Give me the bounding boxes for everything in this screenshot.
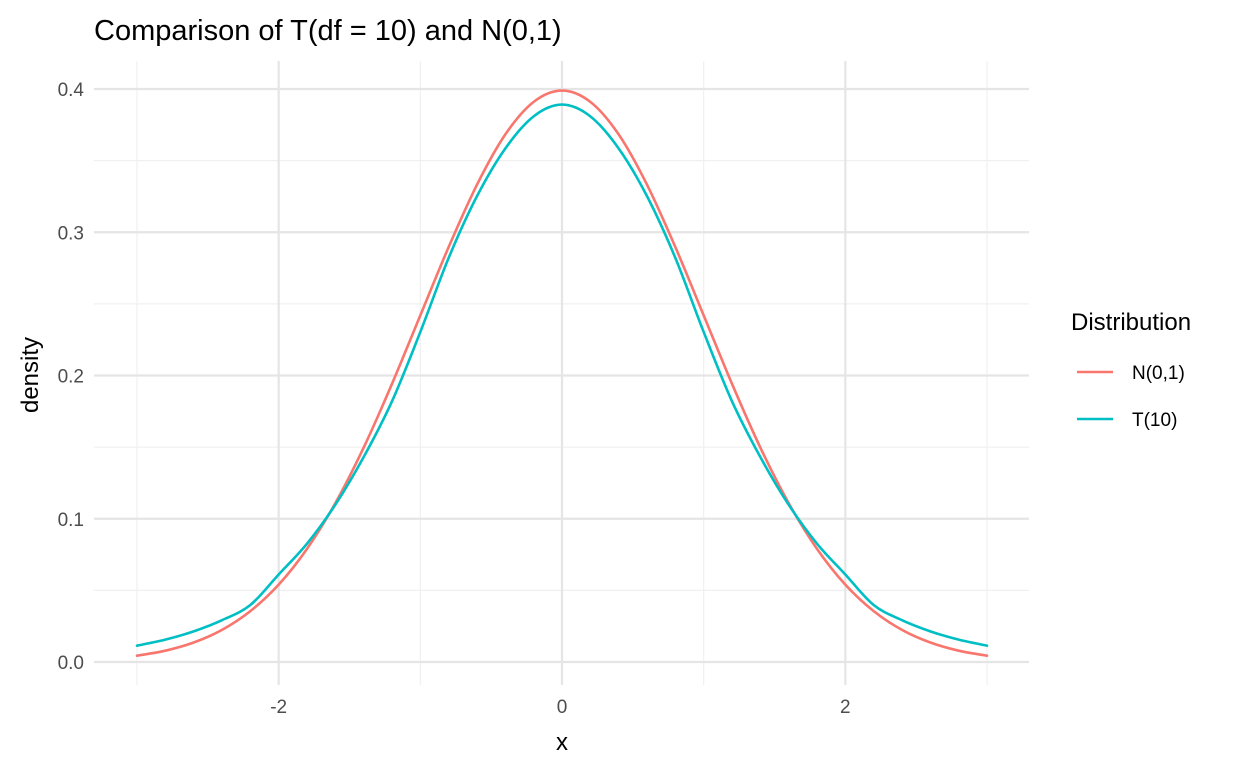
- y-axis-title: density: [17, 337, 44, 413]
- legend: Distribution N(0,1) T(10): [1071, 309, 1191, 431]
- x-tick-label: -2: [270, 697, 287, 718]
- x-tick-label: 0: [557, 697, 568, 718]
- series-line-n-0-1: [135, 89, 989, 657]
- legend-label-t-10: T(10): [1132, 410, 1177, 431]
- legend-label-n-0-1: N(0,1): [1132, 363, 1185, 384]
- legend-title: Distribution: [1071, 309, 1191, 336]
- y-tick-label: 0.2: [58, 367, 84, 388]
- legend-items: N(0,1) T(10): [1077, 363, 1185, 431]
- series-lines: [135, 89, 989, 657]
- y-tick-label: 0.4: [58, 80, 85, 101]
- chart-title: Comparison of T(df = 10) and N(0,1): [94, 15, 562, 47]
- y-tick-label: 0.1: [58, 510, 84, 531]
- x-axis-title: x: [556, 729, 568, 756]
- series-line-t-10: [135, 103, 989, 647]
- x-tick-label: 2: [840, 697, 851, 718]
- y-tick-label: 0.0: [58, 653, 84, 674]
- major-gridlines: [94, 61, 1029, 685]
- y-tick-label: 0.3: [58, 223, 84, 244]
- tick-labels: -2 0 2 0.0 0.1 0.2 0.3 0.4: [58, 80, 851, 718]
